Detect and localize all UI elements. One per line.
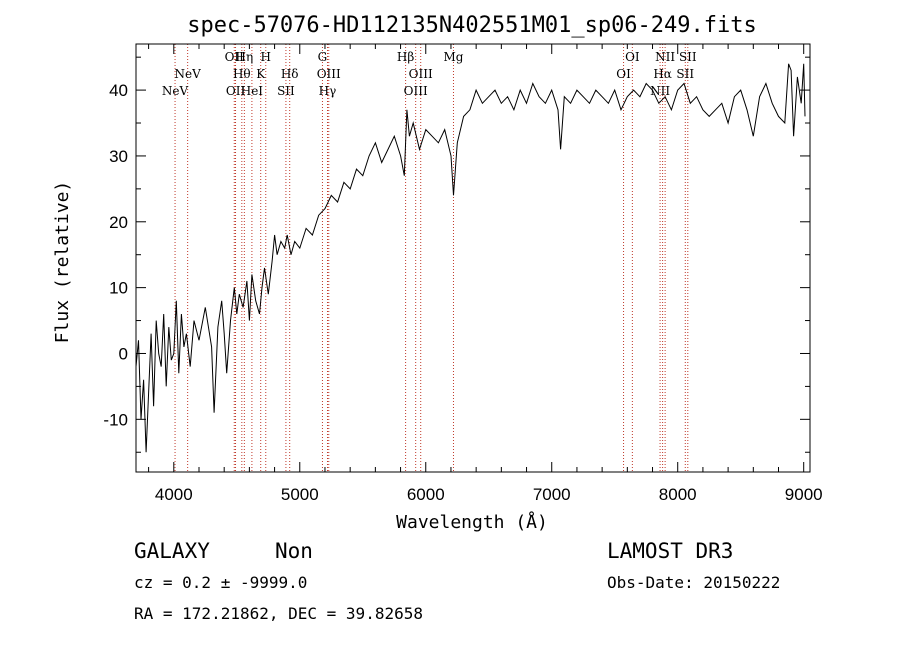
line-marker-label: G	[318, 50, 328, 64]
line-marker-label: Hα	[653, 67, 672, 81]
line-marker-label: OIII	[317, 67, 341, 81]
x-axis-label: Wavelength (Å)	[396, 511, 548, 533]
y-tick-label: 30	[109, 147, 128, 166]
series-flux-line	[135, 63, 806, 453]
y-tick-label: 10	[109, 279, 128, 298]
line-marker-label: NeV	[162, 84, 189, 98]
chart-title: spec-57076-HD112135N402551M01_sp06-249.f…	[187, 13, 757, 38]
x-tick-label: 6000	[407, 485, 445, 504]
line-marker-label: OIII	[404, 84, 428, 98]
line-marker-label: H	[261, 50, 271, 64]
line-marker-label: OI	[625, 50, 640, 64]
redshift-cz: cz = 0.2 ± -9999.0	[134, 573, 307, 592]
line-marker-label: OII	[225, 50, 245, 64]
line-marker-label: Mg	[443, 50, 463, 64]
line-marker-label: Hθ	[233, 67, 251, 81]
y-axis-label: Flux (relative)	[52, 181, 73, 344]
line-markers	[174, 44, 689, 472]
plot-frame	[135, 43, 811, 473]
y-tick-label: 20	[109, 213, 128, 232]
survey-name: LAMOST DR3	[607, 539, 733, 563]
line-marker-label: OIII	[409, 67, 433, 81]
obs-date: Obs-Date: 20150222	[607, 573, 780, 592]
y-tick-label: 40	[109, 81, 128, 100]
x-tick-label: 4000	[155, 485, 193, 504]
y-tick-label: -10	[103, 410, 128, 429]
x-tick-label: 5000	[281, 485, 319, 504]
line-marker-label: OI	[616, 67, 631, 81]
x-tick-label: 9000	[785, 485, 823, 504]
line-marker-label: SII	[676, 67, 694, 81]
line-marker-label: OII	[226, 84, 246, 98]
x-tick-label: 7000	[533, 485, 571, 504]
y-tick-label: 0	[119, 344, 128, 363]
x-axis-ticks: 4000 5000 6000 7000 8000 9000	[148, 44, 823, 504]
line-marker-label: K	[256, 67, 266, 81]
object-class: GALAXY	[134, 539, 210, 563]
coordinates: RA = 172.21862, DEC = 39.82658	[134, 604, 423, 623]
line-marker-label: SII	[679, 50, 697, 64]
line-marker-label: Hδ	[281, 67, 299, 81]
line-marker-label: Hγ	[319, 84, 337, 98]
line-marker-labels: NeVNeVOIIOIIHηHθHeIKHSIIHδGOIIIHγHβOIIIO…	[162, 50, 697, 98]
line-marker-label: HeI	[241, 84, 264, 98]
line-marker-label: Hβ	[397, 50, 414, 64]
line-marker-label: Hη	[236, 50, 254, 64]
object-subclass: Non	[275, 539, 313, 563]
line-marker-label: NeV	[175, 67, 202, 81]
line-marker-label: SII	[277, 84, 295, 98]
x-tick-label: 8000	[659, 485, 697, 504]
line-marker-label: NII	[655, 50, 675, 64]
y-axis-ticks: -10 0 10 20 30 40	[103, 56, 810, 453]
